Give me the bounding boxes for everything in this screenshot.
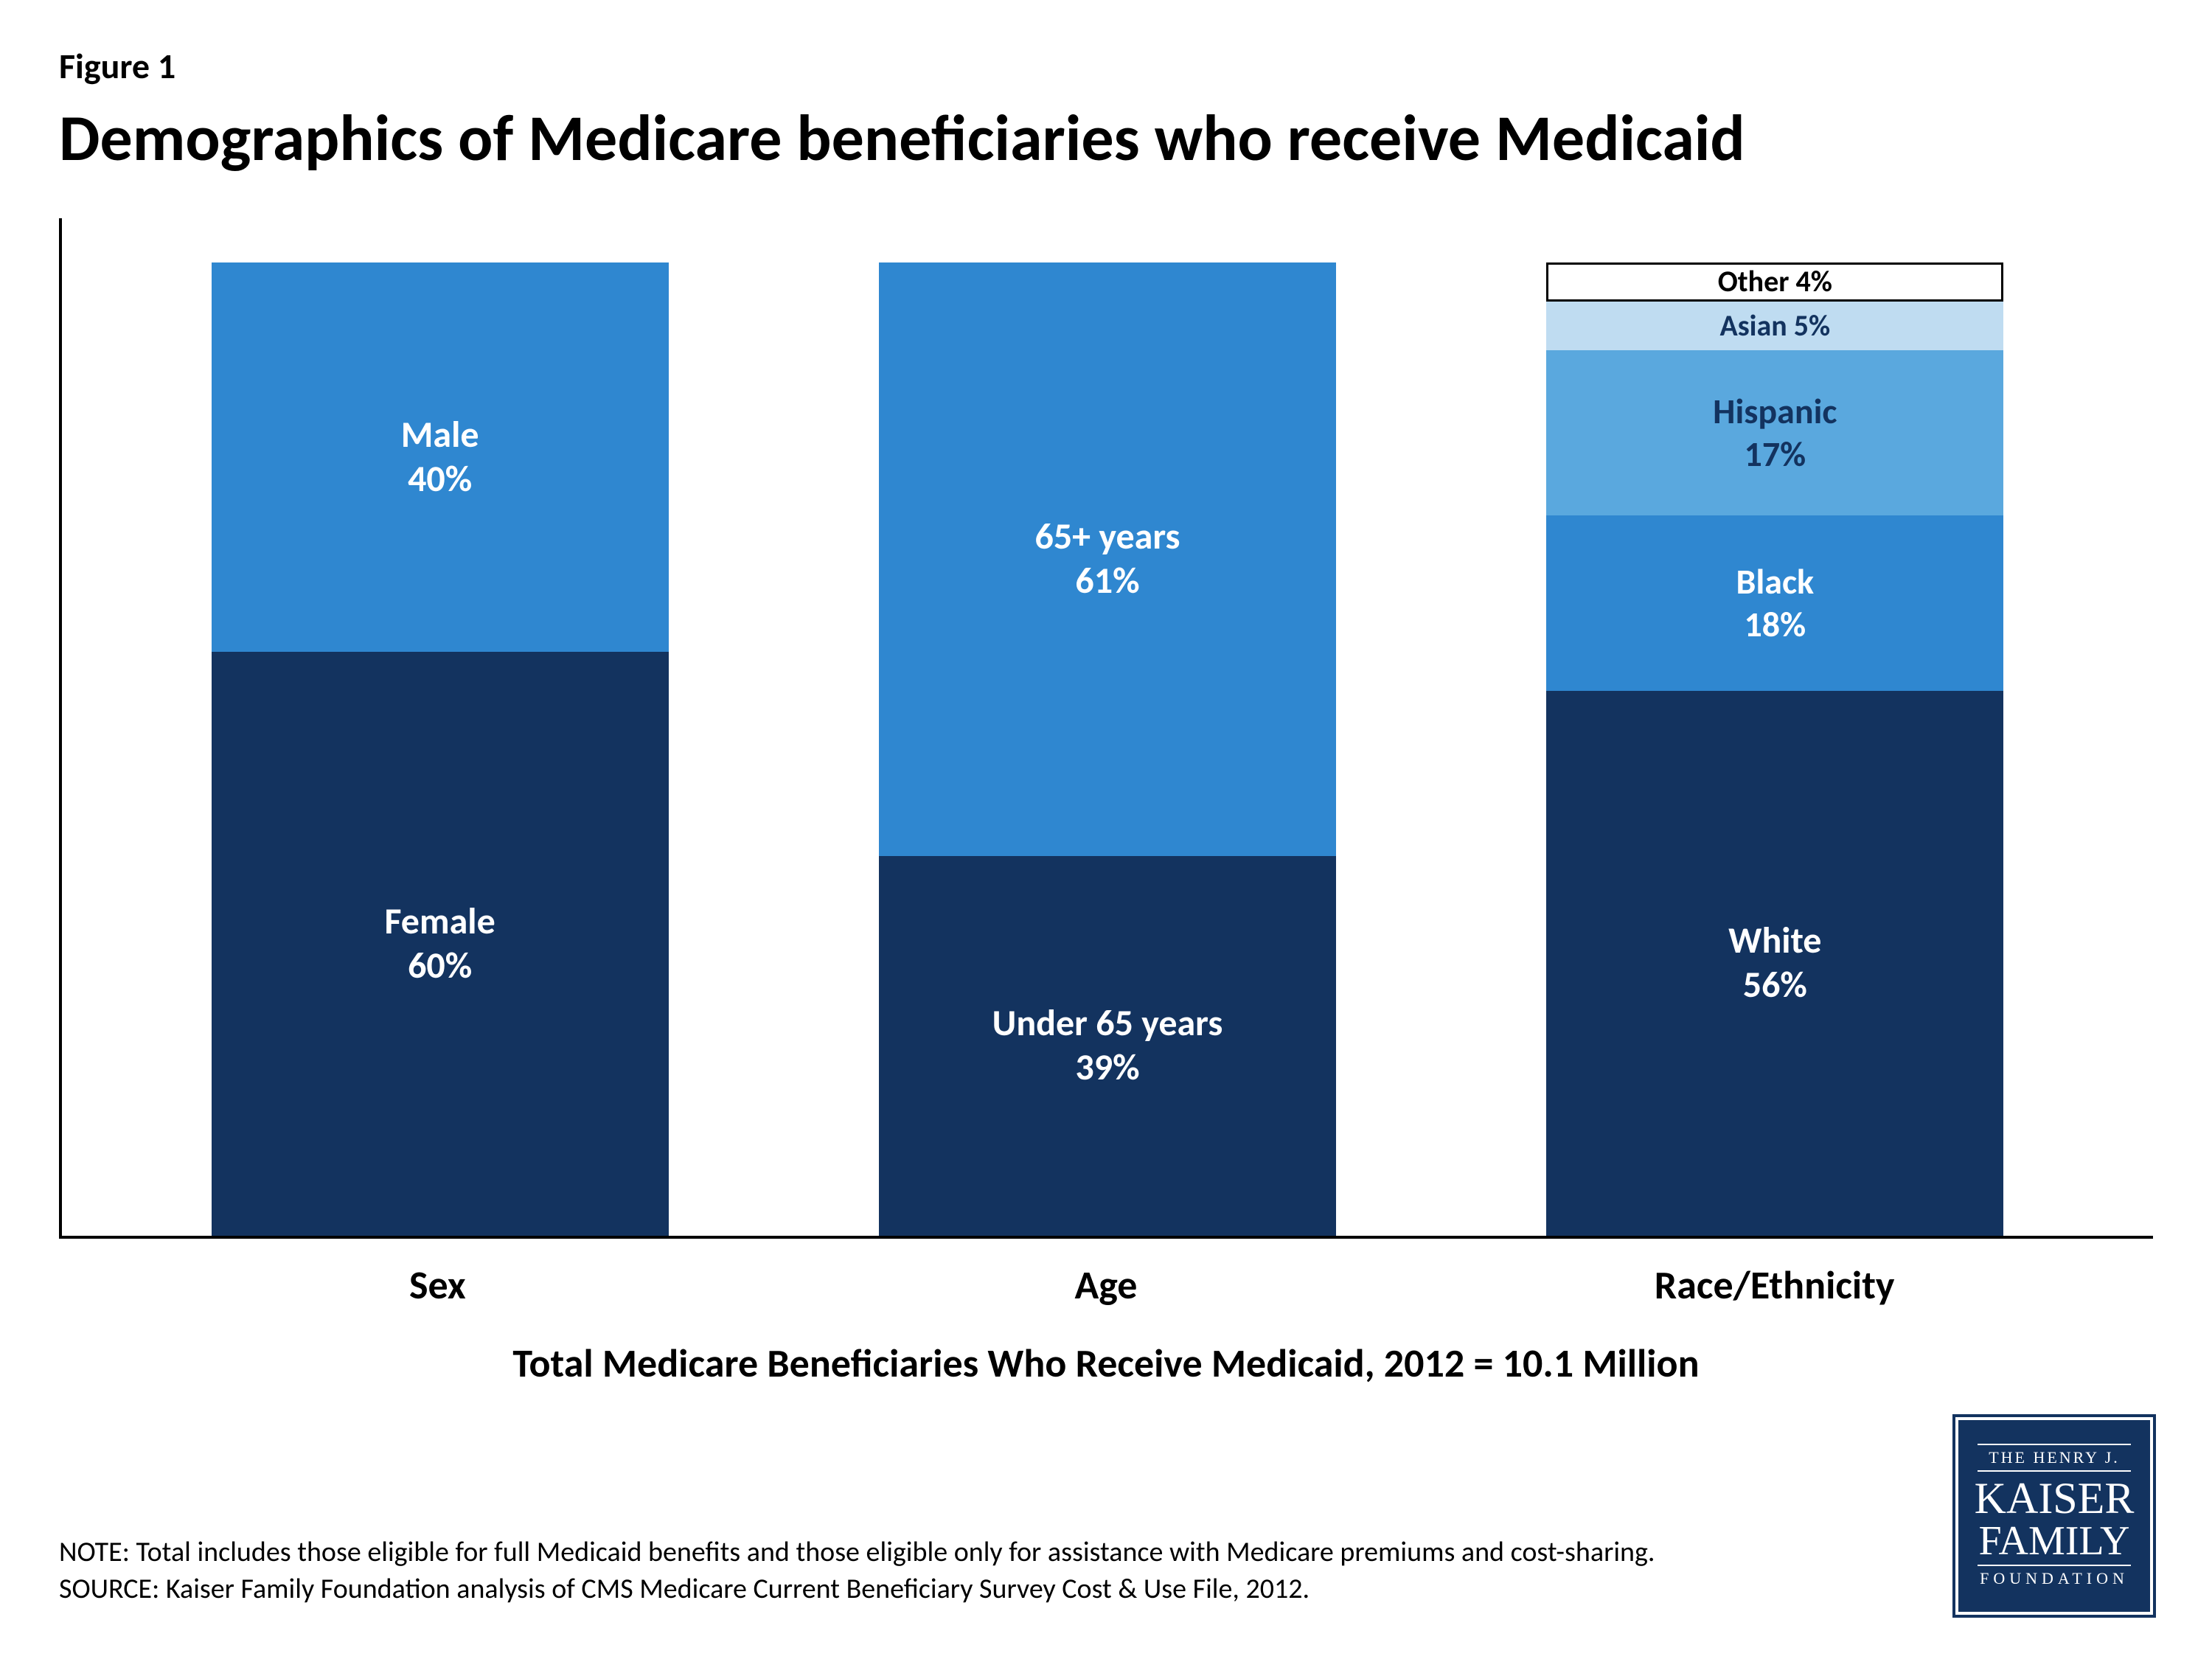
segment-label: Female 60% — [385, 900, 495, 988]
segment-label: White 56% — [1728, 919, 1821, 1007]
bar-segment: 65+ years 61% — [879, 262, 1336, 856]
footer-notes: NOTE: Total includes those eligible for … — [59, 1534, 1902, 1607]
category-label: Age — [877, 1261, 1335, 1310]
bar-segment: Black 18% — [1546, 515, 2003, 691]
note-text: NOTE: Total includes those eligible for … — [59, 1534, 1902, 1571]
bar-group: White 56% Black 18% Hispanic 17% Asian 5% Ot… — [1546, 262, 2003, 1236]
bar-segment: Male 40% — [212, 262, 669, 652]
stacked-bar: White 56% Black 18% Hispanic 17% Asian 5% Ot… — [1546, 262, 2003, 1236]
chart-subtitle: Total Medicare Beneficiaries Who Receive… — [59, 1339, 2153, 1388]
segment-label: Hispanic 17% — [1713, 390, 1837, 475]
bars-row: Female 60% Male 40% Under 65 years 39% 65+ … — [62, 218, 2153, 1236]
segment-label: Under 65 years 39% — [992, 1001, 1223, 1090]
segment-label: 65+ years 61% — [1034, 515, 1180, 603]
segment-label: Male 40% — [401, 413, 479, 501]
bar-segment: Under 65 years 39% — [879, 856, 1336, 1236]
stacked-bar: Female 60% Male 40% — [212, 262, 669, 1236]
category-label: Race/Ethnicity — [1546, 1261, 2003, 1310]
logo-line-2: FAMILY — [1979, 1520, 2130, 1562]
source-text: SOURCE: Kaiser Family Foundation analysi… — [59, 1571, 1902, 1607]
logo-bottom-line: FOUNDATION — [1978, 1565, 2131, 1588]
bar-segment: White 56% — [1546, 691, 2003, 1236]
bar-group: Under 65 years 39% 65+ years 61% — [879, 262, 1336, 1236]
figure-page: Figure 1 Demographics of Medicare benefi… — [0, 0, 2212, 1659]
bar-segment: Asian 5% — [1546, 302, 2003, 350]
chart-title: Demographics of Medicare beneficiaries w… — [59, 102, 2153, 174]
bar-segment: Hispanic 17% — [1546, 350, 2003, 515]
logo-top-line: THE HENRY J. — [1978, 1444, 2131, 1472]
segment-label: Black 18% — [1736, 560, 1815, 645]
logo-line-1: KAISER — [1975, 1476, 2135, 1520]
bar-group: Female 60% Male 40% — [212, 262, 669, 1236]
category-label: Sex — [209, 1261, 666, 1310]
stacked-bar: Under 65 years 39% 65+ years 61% — [879, 262, 1336, 1236]
chart-area: Female 60% Male 40% Under 65 years 39% 65+ … — [59, 218, 2153, 1239]
segment-label: Other 4% — [1718, 264, 1832, 299]
figure-label: Figure 1 — [59, 44, 2153, 88]
bar-segment: Other 4% — [1546, 262, 2003, 302]
category-labels-row: Sex Age Race/Ethnicity — [59, 1239, 2153, 1310]
kaiser-logo: THE HENRY J. KAISER FAMILY FOUNDATION — [1955, 1417, 2153, 1615]
segment-label: Asian 5% — [1719, 308, 1830, 344]
bar-segment: Female 60% — [212, 652, 669, 1236]
